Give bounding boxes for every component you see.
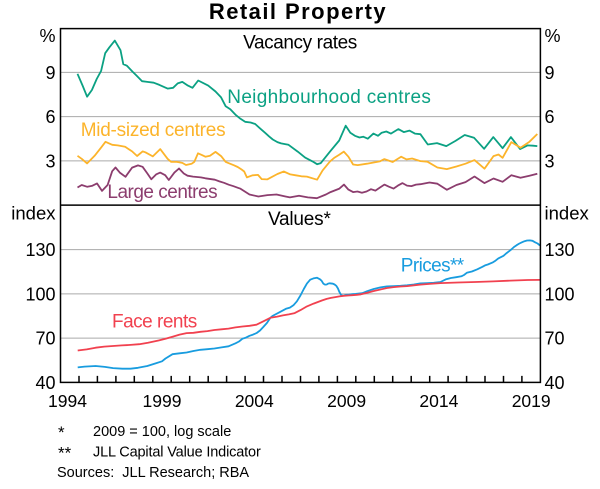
svg-text:40: 40 <box>35 373 55 393</box>
svg-text:130: 130 <box>545 240 575 260</box>
svg-text:%: % <box>39 26 55 46</box>
svg-text:JLL Capital Value Indicator: JLL Capital Value Indicator <box>93 445 261 461</box>
svg-text:*: * <box>58 423 65 442</box>
svg-text:3: 3 <box>45 151 55 171</box>
svg-text:%: % <box>545 26 561 46</box>
svg-text:2014: 2014 <box>419 391 458 411</box>
svg-text:6: 6 <box>545 107 555 127</box>
svg-text:100: 100 <box>25 284 55 304</box>
svg-text:2009 = 100, log scale: 2009 = 100, log scale <box>93 424 231 440</box>
svg-text:Face rents: Face rents <box>112 312 197 333</box>
svg-text:130: 130 <box>25 240 55 260</box>
svg-text:index: index <box>545 203 590 224</box>
svg-text:2009: 2009 <box>327 391 366 411</box>
svg-text:Vacancy rates: Vacancy rates <box>243 33 357 54</box>
svg-text:Sources: JLL Research; RBA: Sources: JLL Research; RBA <box>57 465 249 481</box>
svg-text:9: 9 <box>45 63 55 83</box>
svg-text:2004: 2004 <box>235 391 274 411</box>
svg-text:70: 70 <box>545 329 565 349</box>
svg-text:3: 3 <box>545 151 555 171</box>
svg-text:index: index <box>11 203 56 224</box>
svg-text:6: 6 <box>45 107 55 127</box>
svg-text:1999: 1999 <box>143 391 182 411</box>
svg-text:1994: 1994 <box>48 391 87 411</box>
svg-text:2019: 2019 <box>512 391 551 411</box>
svg-text:Retail Property: Retail Property <box>209 0 387 24</box>
svg-text:Large centres: Large centres <box>107 182 217 203</box>
svg-text:70: 70 <box>35 329 55 349</box>
svg-text:Prices**: Prices** <box>401 256 465 277</box>
svg-text:9: 9 <box>545 63 555 83</box>
svg-text:Mid-sized centres: Mid-sized centres <box>81 120 226 141</box>
svg-text:100: 100 <box>545 284 575 304</box>
svg-text:40: 40 <box>545 373 565 393</box>
svg-text:Values*: Values* <box>268 209 331 230</box>
svg-text:Neighbourhood centres: Neighbourhood centres <box>227 87 431 108</box>
svg-text:**: ** <box>58 444 72 463</box>
